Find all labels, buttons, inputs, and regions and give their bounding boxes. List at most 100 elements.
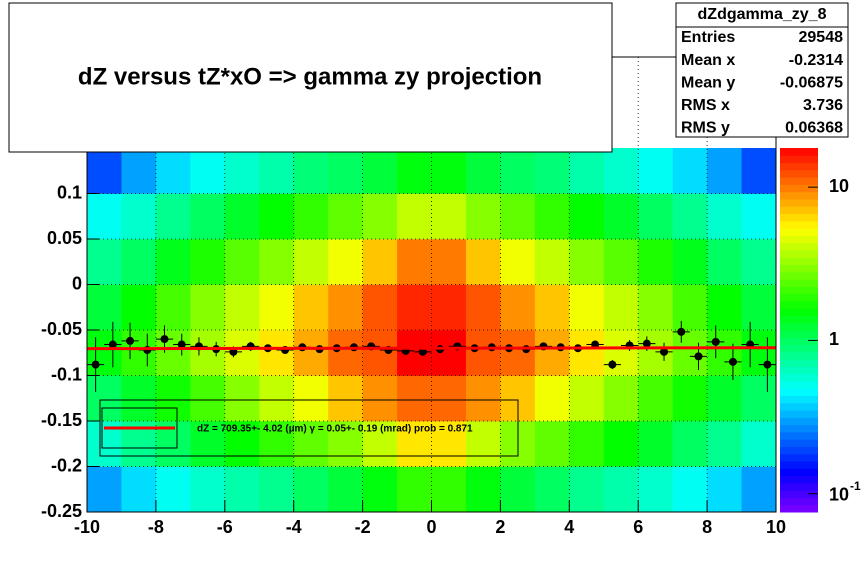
heatmap-cell: [741, 239, 777, 285]
profile-point: [728, 357, 737, 366]
heatmap-cell: [431, 148, 467, 194]
y-tick-label: -0.05: [41, 319, 82, 339]
stats-value: 0.06368: [785, 120, 843, 137]
profile-point: [418, 347, 427, 356]
heatmap-cell: [741, 148, 777, 194]
heatmap-cell: [741, 421, 777, 467]
heatmap-cell: [569, 193, 605, 240]
heatmap-cell: [155, 193, 191, 240]
colorbar-band: [780, 286, 818, 295]
colorbar-band: [780, 490, 818, 498]
profile-point: [677, 327, 686, 336]
heatmap-cell: [293, 375, 329, 422]
colorbar-band: [780, 344, 818, 353]
heatmap-cell: [328, 466, 363, 513]
z-tick-label: 10: [829, 176, 849, 196]
heatmap-cell: [603, 148, 639, 194]
heatmap-cell: [465, 466, 501, 513]
heatmap-cell: [672, 421, 708, 467]
chart-title: dZ versus tZ*xO => gamma zy projection: [78, 63, 542, 90]
heatmap-cell: [741, 466, 777, 513]
heatmap-cell: [500, 239, 536, 285]
x-tick-label: -4: [286, 517, 302, 537]
fit-label: dZ = 709.35+- 4.02 (µm) γ = 0.05+- 0.19 …: [197, 424, 473, 435]
heatmap-cell: [224, 466, 260, 513]
profile-point: [177, 340, 186, 349]
z-tick-exponent: -1: [850, 479, 861, 493]
heatmap-cell: [397, 375, 432, 422]
heatmap-cell: [259, 466, 294, 513]
colorbar-band: [780, 366, 818, 375]
heatmap-cell: [190, 284, 226, 331]
heatmap-cell: [707, 284, 742, 331]
y-tick-label: 0: [72, 273, 82, 293]
heatmap-cell: [87, 284, 122, 331]
heatmap-cell: [465, 375, 501, 422]
heatmap-cell: [121, 330, 157, 376]
heatmap-cell: [293, 330, 329, 376]
colorbar-band: [780, 337, 818, 346]
stats-name: Mean y: [681, 74, 735, 91]
heatmap-cell: [707, 239, 742, 285]
x-tick-label: 8: [702, 517, 712, 537]
heatmap-cell: [293, 466, 329, 513]
heatmap-cell: [87, 466, 122, 513]
heatmap-cell: [190, 466, 226, 513]
heatmap-cell: [638, 466, 673, 513]
heatmap-cell: [328, 193, 363, 240]
y-tick-label: -0.15: [41, 410, 82, 430]
heatmap-cell: [603, 193, 639, 240]
heatmap-cell: [534, 193, 570, 240]
y-tick-label: 0.1: [57, 182, 82, 202]
heatmap-cell: [397, 466, 432, 513]
stats-value: -0.2314: [789, 52, 843, 69]
z-tick-label: 1: [829, 329, 839, 349]
profile-point: [160, 335, 169, 344]
heatmap-cell: [672, 239, 708, 285]
plot-area: [86, 57, 777, 513]
heatmap-cell: [362, 375, 398, 422]
z-tick-label: 10: [829, 484, 849, 504]
colorbar-band: [780, 322, 818, 331]
heatmap-cell: [603, 284, 639, 331]
heatmap-cell: [672, 466, 708, 513]
heatmap-cell: [87, 239, 122, 285]
heatmap-cell: [500, 466, 536, 513]
colorbar-band: [780, 249, 818, 258]
heatmap-cell: [155, 239, 191, 285]
x-tick-label: 0: [426, 517, 436, 537]
heatmap-cell: [500, 284, 536, 331]
heatmap-cell: [465, 193, 501, 240]
heatmap-cell: [638, 421, 673, 467]
colorbar-band: [780, 402, 818, 411]
heatmap-cell: [465, 330, 501, 376]
stats-name: RMS y: [681, 120, 730, 137]
heatmap-cell: [190, 375, 226, 422]
heatmap-cell: [362, 284, 398, 331]
heatmap-cell: [121, 193, 157, 240]
heatmap-cell: [293, 193, 329, 240]
heatmap-cell: [534, 466, 570, 513]
stats-value: -0.06875: [780, 74, 843, 91]
heatmap-cell: [534, 284, 570, 331]
heatmap-cell: [224, 375, 260, 422]
heatmap-cell: [741, 193, 777, 240]
heatmap-cell: [362, 421, 398, 467]
colorbar-band: [780, 242, 818, 251]
profile-point: [108, 340, 117, 349]
heatmap-cell: [672, 375, 708, 422]
heatmap-cell: [397, 421, 432, 467]
colorbar-band: [780, 235, 818, 244]
heatmap-cell: [672, 330, 708, 376]
heatmap-cell: [707, 375, 742, 422]
colorbar-band: [780, 308, 818, 316]
heatmap-cell: [121, 375, 157, 422]
y-tick-label: 0.05: [47, 228, 82, 248]
heatmap-cell: [293, 421, 329, 467]
heatmap-cell: [638, 239, 673, 285]
colorbar-band: [780, 461, 818, 469]
heatmap-cell: [362, 193, 398, 240]
heatmap-cell: [465, 148, 501, 194]
heatmap-cell: [569, 239, 605, 285]
heatmap-cell: [534, 239, 570, 285]
